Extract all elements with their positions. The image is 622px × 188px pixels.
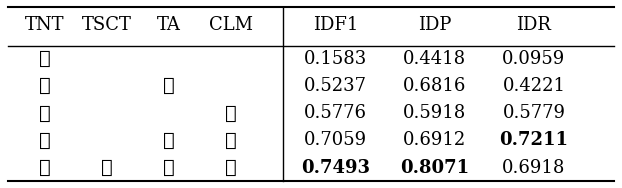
Text: TNT: TNT — [25, 17, 65, 34]
Text: 0.4418: 0.4418 — [403, 50, 466, 68]
Text: IDR: IDR — [516, 17, 551, 34]
Text: ✓: ✓ — [163, 77, 174, 95]
Text: ✓: ✓ — [39, 131, 50, 149]
Text: IDP: IDP — [418, 17, 452, 34]
Text: 0.0959: 0.0959 — [503, 50, 565, 68]
Text: 0.7211: 0.7211 — [499, 131, 569, 149]
Text: 0.6912: 0.6912 — [403, 131, 466, 149]
Text: ✓: ✓ — [225, 158, 236, 177]
Text: 0.5779: 0.5779 — [503, 105, 565, 122]
Text: ✓: ✓ — [39, 50, 50, 68]
Text: 0.6918: 0.6918 — [502, 158, 565, 177]
Text: 0.8071: 0.8071 — [401, 158, 470, 177]
Text: ✓: ✓ — [39, 105, 50, 122]
Text: ✓: ✓ — [163, 158, 174, 177]
Text: 0.7493: 0.7493 — [301, 158, 370, 177]
Text: 0.4221: 0.4221 — [503, 77, 565, 95]
Text: ✓: ✓ — [163, 131, 174, 149]
Text: 0.5776: 0.5776 — [304, 105, 367, 122]
Text: 0.1583: 0.1583 — [304, 50, 368, 68]
Text: 0.5237: 0.5237 — [304, 77, 367, 95]
Text: TSCT: TSCT — [81, 17, 132, 34]
Text: ✓: ✓ — [225, 131, 236, 149]
Text: 0.7059: 0.7059 — [304, 131, 368, 149]
Text: ✓: ✓ — [39, 158, 50, 177]
Text: ✓: ✓ — [101, 158, 113, 177]
Text: ✓: ✓ — [39, 77, 50, 95]
Text: 0.5918: 0.5918 — [403, 105, 466, 122]
Text: ✓: ✓ — [225, 105, 236, 122]
Text: IDF1: IDF1 — [313, 17, 358, 34]
Text: CLM: CLM — [208, 17, 253, 34]
Text: 0.6816: 0.6816 — [403, 77, 466, 95]
Text: TA: TA — [157, 17, 180, 34]
